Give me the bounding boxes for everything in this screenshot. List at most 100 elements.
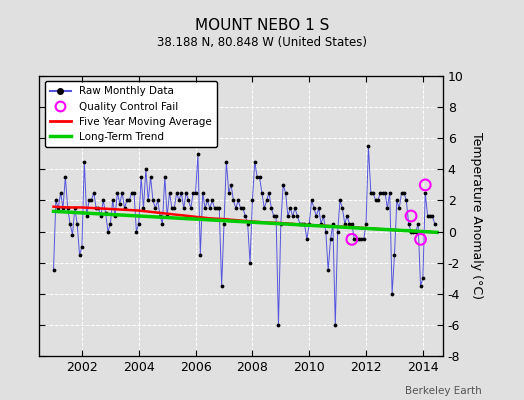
Point — [234, 197, 243, 204]
Point — [338, 205, 346, 212]
Point — [253, 174, 261, 180]
Point — [267, 205, 276, 212]
Point — [177, 190, 185, 196]
Point — [141, 166, 150, 172]
Point — [355, 236, 363, 242]
Point — [269, 213, 278, 219]
Point — [248, 197, 257, 204]
Point — [263, 197, 271, 204]
Point — [402, 197, 410, 204]
Point — [305, 220, 313, 227]
Point — [260, 205, 268, 212]
Point — [392, 197, 401, 204]
Point — [161, 174, 169, 180]
Point — [166, 190, 174, 196]
Point — [175, 197, 183, 204]
Point — [336, 197, 344, 204]
Point — [158, 220, 167, 227]
Point — [116, 200, 124, 207]
Point — [317, 220, 325, 227]
Point — [426, 213, 434, 219]
Point — [343, 213, 351, 219]
Point — [111, 213, 119, 219]
Point — [298, 220, 307, 227]
Point — [63, 205, 72, 212]
Point — [232, 205, 240, 212]
Point — [94, 205, 103, 212]
Point — [127, 190, 136, 196]
Point — [421, 182, 430, 188]
Point — [106, 220, 115, 227]
Point — [156, 213, 164, 219]
Point — [180, 205, 188, 212]
Point — [428, 213, 436, 219]
Point — [137, 174, 145, 180]
Point — [113, 190, 122, 196]
Point — [376, 190, 385, 196]
Point — [400, 190, 408, 196]
Point — [277, 220, 285, 227]
Point — [194, 150, 202, 157]
Point — [362, 220, 370, 227]
Point — [130, 190, 138, 196]
Point — [272, 213, 280, 219]
Point — [378, 190, 387, 196]
Point — [419, 275, 427, 282]
Point — [281, 190, 290, 196]
Point — [163, 213, 171, 219]
Point — [139, 205, 148, 212]
Point — [213, 205, 221, 212]
Point — [57, 190, 65, 196]
Point — [168, 205, 176, 212]
Point — [395, 205, 403, 212]
Point — [333, 228, 342, 235]
Point — [82, 213, 91, 219]
Point — [121, 205, 129, 212]
Point — [199, 190, 207, 196]
Point — [411, 228, 420, 235]
Point — [329, 220, 337, 227]
Point — [350, 236, 358, 242]
Point — [123, 197, 131, 204]
Point — [184, 197, 193, 204]
Point — [364, 143, 373, 149]
Point — [405, 220, 413, 227]
Text: 38.188 N, 80.848 W (United States): 38.188 N, 80.848 W (United States) — [157, 36, 367, 49]
Point — [215, 205, 223, 212]
Point — [154, 197, 162, 204]
Point — [359, 236, 368, 242]
Point — [417, 236, 425, 242]
Point — [357, 236, 366, 242]
Point — [149, 197, 157, 204]
Point — [49, 267, 58, 274]
Point — [296, 220, 304, 227]
Point — [151, 205, 159, 212]
Point — [303, 236, 311, 242]
Point — [241, 213, 249, 219]
Point — [388, 290, 396, 297]
Point — [222, 158, 231, 165]
Point — [85, 197, 93, 204]
Point — [345, 220, 354, 227]
Point — [68, 232, 77, 238]
Point — [286, 205, 294, 212]
Point — [225, 190, 233, 196]
Point — [230, 197, 238, 204]
Text: MOUNT NEBO 1 S: MOUNT NEBO 1 S — [195, 18, 329, 33]
Point — [246, 260, 254, 266]
Point — [210, 205, 219, 212]
Point — [397, 190, 406, 196]
Point — [390, 252, 399, 258]
Point — [92, 205, 100, 212]
Point — [220, 220, 228, 227]
Point — [319, 213, 328, 219]
Point — [59, 205, 67, 212]
Point — [274, 322, 282, 328]
Point — [431, 220, 439, 227]
Point — [367, 190, 375, 196]
Point — [135, 220, 143, 227]
Point — [308, 197, 316, 204]
Point — [383, 205, 391, 212]
Point — [102, 210, 110, 216]
Point — [146, 174, 155, 180]
